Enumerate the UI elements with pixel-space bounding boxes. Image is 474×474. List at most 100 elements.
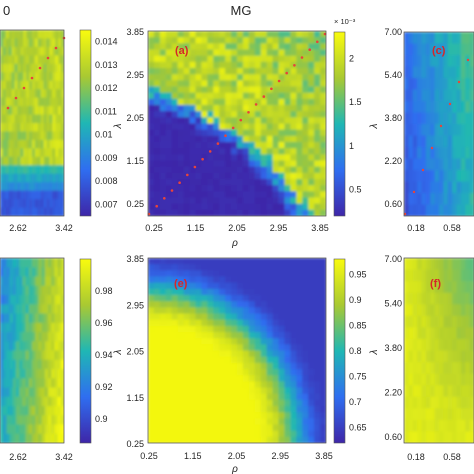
heatmap-e-cell [266, 301, 274, 308]
heatmap-a-cell [314, 197, 321, 205]
heatmap-e-cell [290, 344, 297, 352]
heatmap-f-cell [408, 396, 414, 409]
heatmap-left-top-cell [55, 131, 59, 141]
heatmap-left-top-cell [8, 165, 13, 175]
heatmap-f-cell [417, 269, 423, 282]
heatmap-e-cell [183, 258, 191, 265]
heatmap-a-cell [308, 197, 315, 205]
heatmap-a-cell [219, 142, 226, 149]
heatmap-left-bottom-cell [12, 359, 17, 370]
marker-point [163, 197, 166, 200]
heatmap-a-cell [207, 37, 214, 44]
heatmap-left-bottom-cell [38, 433, 43, 443]
heatmap-e-cell [314, 276, 321, 284]
heatmap-f-cell [425, 385, 431, 398]
heatmap-a-cell [171, 117, 179, 125]
heatmap-e-cell [148, 430, 155, 438]
heatmap-e-cell [296, 288, 303, 296]
heatmap-e-cell [219, 412, 226, 419]
heatmap-left-bottom-cell [3, 350, 7, 361]
heatmap-a-cell [320, 61, 326, 69]
heatmap-e-cell [308, 295, 315, 302]
heatmap-a-cell [225, 31, 232, 38]
heatmap-a-cell [278, 191, 286, 199]
heatmap-e-cell [207, 319, 214, 327]
heatmap-left-top-cell [32, 72, 36, 82]
heatmap-a-cell [248, 111, 256, 118]
heatmap-a-cell [231, 74, 238, 81]
heatmap-a-cell [225, 61, 232, 69]
y-tick-label: 2.95 [126, 300, 144, 310]
heatmap-a-cell [231, 185, 238, 192]
heatmap-a-cell [278, 37, 286, 44]
heatmap-e-cell [231, 436, 238, 443]
heatmap-left-top-cell [26, 72, 30, 82]
heatmap-e-cell [189, 307, 197, 315]
heatmap-left-bottom-cell [25, 359, 30, 370]
heatmap-left-bottom-cell [48, 369, 52, 379]
heatmap-c-cell [408, 101, 414, 114]
heatmap-a-cell [231, 86, 238, 94]
heatmap-a-cell [254, 80, 262, 88]
heatmap-left-top-cell [34, 173, 39, 183]
marker-point [421, 168, 425, 172]
heatmap-a-cell [272, 98, 280, 106]
heatmap-left-bottom-cell [44, 359, 49, 370]
heatmap-e-cell [242, 362, 250, 370]
heatmap-left-bottom-cell [35, 350, 39, 361]
heatmap-a-cell [207, 166, 214, 174]
heatmap-e-cell [272, 282, 280, 290]
heatmap-e-cell [272, 270, 280, 278]
heatmap-a-cell [284, 37, 291, 44]
heatmap-f-cell [421, 304, 427, 317]
heatmap-left-top-cell [5, 55, 10, 65]
heatmap-f-cell [443, 269, 449, 282]
heatmap-left-bottom-cell [41, 322, 46, 333]
heatmap-e-cell [219, 369, 226, 376]
heatmap-a-cell [231, 92, 238, 100]
heatmap-left-bottom-cell [51, 276, 55, 287]
heatmap-a-cell [266, 80, 274, 88]
heatmap-a-cell [266, 111, 274, 118]
heatmap-a-cell [201, 160, 208, 168]
heatmap-left-bottom-cell [25, 415, 30, 426]
heatmap-left-top-cell [49, 131, 53, 141]
heatmap-left-top-cell [40, 123, 45, 133]
heatmap-left-top-cell [5, 139, 10, 149]
heatmap-f-cell [408, 269, 414, 282]
heatmap-a-cell [248, 98, 256, 106]
heatmap-f-cell [417, 304, 423, 317]
heatmap-a-cell [296, 142, 303, 149]
heatmap-a-cell [201, 123, 208, 131]
heatmap-left-top-cell [43, 190, 48, 200]
heatmap-e-cell [165, 307, 173, 315]
heatmap-a-cell [272, 172, 280, 180]
heatmap-e-cell [148, 424, 155, 432]
heatmap-a-cell [195, 135, 202, 143]
heatmap-e-cell [148, 313, 155, 321]
heatmap-e-cell [254, 313, 262, 321]
heatmap-left-top-cell [20, 114, 24, 124]
heatmap-f-cell [447, 304, 453, 317]
heatmap-a-cell [242, 49, 250, 57]
heatmap-a-cell [278, 31, 286, 38]
heatmap-e-cell [148, 356, 155, 364]
heatmap-e-cell [201, 270, 208, 278]
heatmap-a-cell [242, 105, 250, 112]
heatmap-f-cell [452, 408, 458, 421]
heatmap-a-cell [148, 135, 155, 143]
heatmap-a-cell [266, 160, 274, 168]
heatmap-a-cell [219, 197, 226, 205]
heatmap-e-cell [320, 295, 326, 302]
heatmap-e-cell [207, 332, 214, 339]
heatmap-e-cell [213, 375, 220, 382]
y-tick-label: 0.25 [126, 199, 144, 209]
heatmap-a-cell [254, 148, 262, 155]
heatmap-a-cell [308, 123, 315, 131]
heatmap-left-top-cell [43, 207, 48, 216]
heatmap-a-cell [225, 98, 232, 106]
heatmap-c-cell [404, 78, 409, 91]
heatmap-e-cell [272, 406, 280, 413]
heatmap-left-top-cell [55, 89, 59, 99]
heatmap-e-cell [171, 332, 179, 339]
